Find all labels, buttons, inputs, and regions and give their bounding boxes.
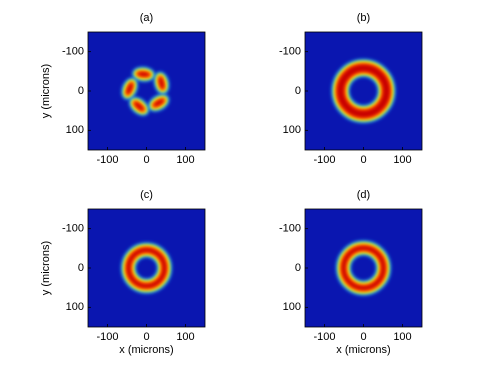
intensity-blob — [153, 99, 164, 107]
heatmap — [88, 209, 205, 327]
x-tick-label: 100 — [176, 331, 194, 343]
heatmap-background — [88, 32, 205, 150]
heatmap-background — [88, 209, 205, 327]
heatmap — [305, 32, 422, 150]
intensity-blob — [134, 102, 144, 111]
y-tick-label: 100 — [66, 301, 84, 313]
intensity-blob — [159, 77, 164, 89]
intensity-ring — [341, 246, 386, 290]
y-tick-label: -100 — [279, 46, 301, 58]
x-axis-label: x (microns) — [119, 344, 173, 356]
x-tick-label: 0 — [360, 154, 366, 166]
x-tick-label: -100 — [313, 154, 335, 166]
y-tick-label: 0 — [295, 85, 301, 97]
intensity-ring — [126, 248, 167, 288]
x-tick-label: 0 — [143, 154, 149, 166]
x-tick-label: 100 — [176, 154, 194, 166]
y-tick-label: -100 — [62, 46, 84, 58]
panel-title: (b) — [357, 12, 370, 24]
heatmap — [305, 209, 422, 327]
y-tick-label: 0 — [78, 85, 84, 97]
intensity-blob — [137, 72, 150, 77]
x-tick-label: -100 — [96, 154, 118, 166]
x-tick-label: 100 — [393, 331, 411, 343]
x-tick-label: -100 — [313, 331, 335, 343]
y-tick-label: 100 — [66, 124, 84, 136]
panel-title: (a) — [140, 12, 153, 24]
y-tick-label: 100 — [283, 301, 301, 313]
y-axis-label: y (microns) — [40, 64, 52, 118]
y-tick-label: -100 — [279, 223, 301, 235]
heatmap-background — [305, 209, 422, 327]
heatmap-background — [305, 32, 422, 150]
y-axis-label: y (microns) — [40, 241, 52, 295]
intensity-ring — [337, 64, 390, 118]
intensity-blob — [126, 83, 133, 94]
y-tick-label: -100 — [62, 223, 84, 235]
x-tick-label: 0 — [360, 331, 366, 343]
x-tick-label: 100 — [393, 154, 411, 166]
y-tick-label: 0 — [78, 262, 84, 274]
panel-title: (c) — [140, 189, 153, 201]
x-axis-label: x (microns) — [336, 344, 390, 356]
y-tick-label: 100 — [283, 124, 301, 136]
x-tick-label: -100 — [96, 331, 118, 343]
heatmap — [88, 32, 205, 150]
y-tick-label: 0 — [295, 262, 301, 274]
x-tick-label: 0 — [143, 331, 149, 343]
panel-title: (d) — [357, 189, 370, 201]
